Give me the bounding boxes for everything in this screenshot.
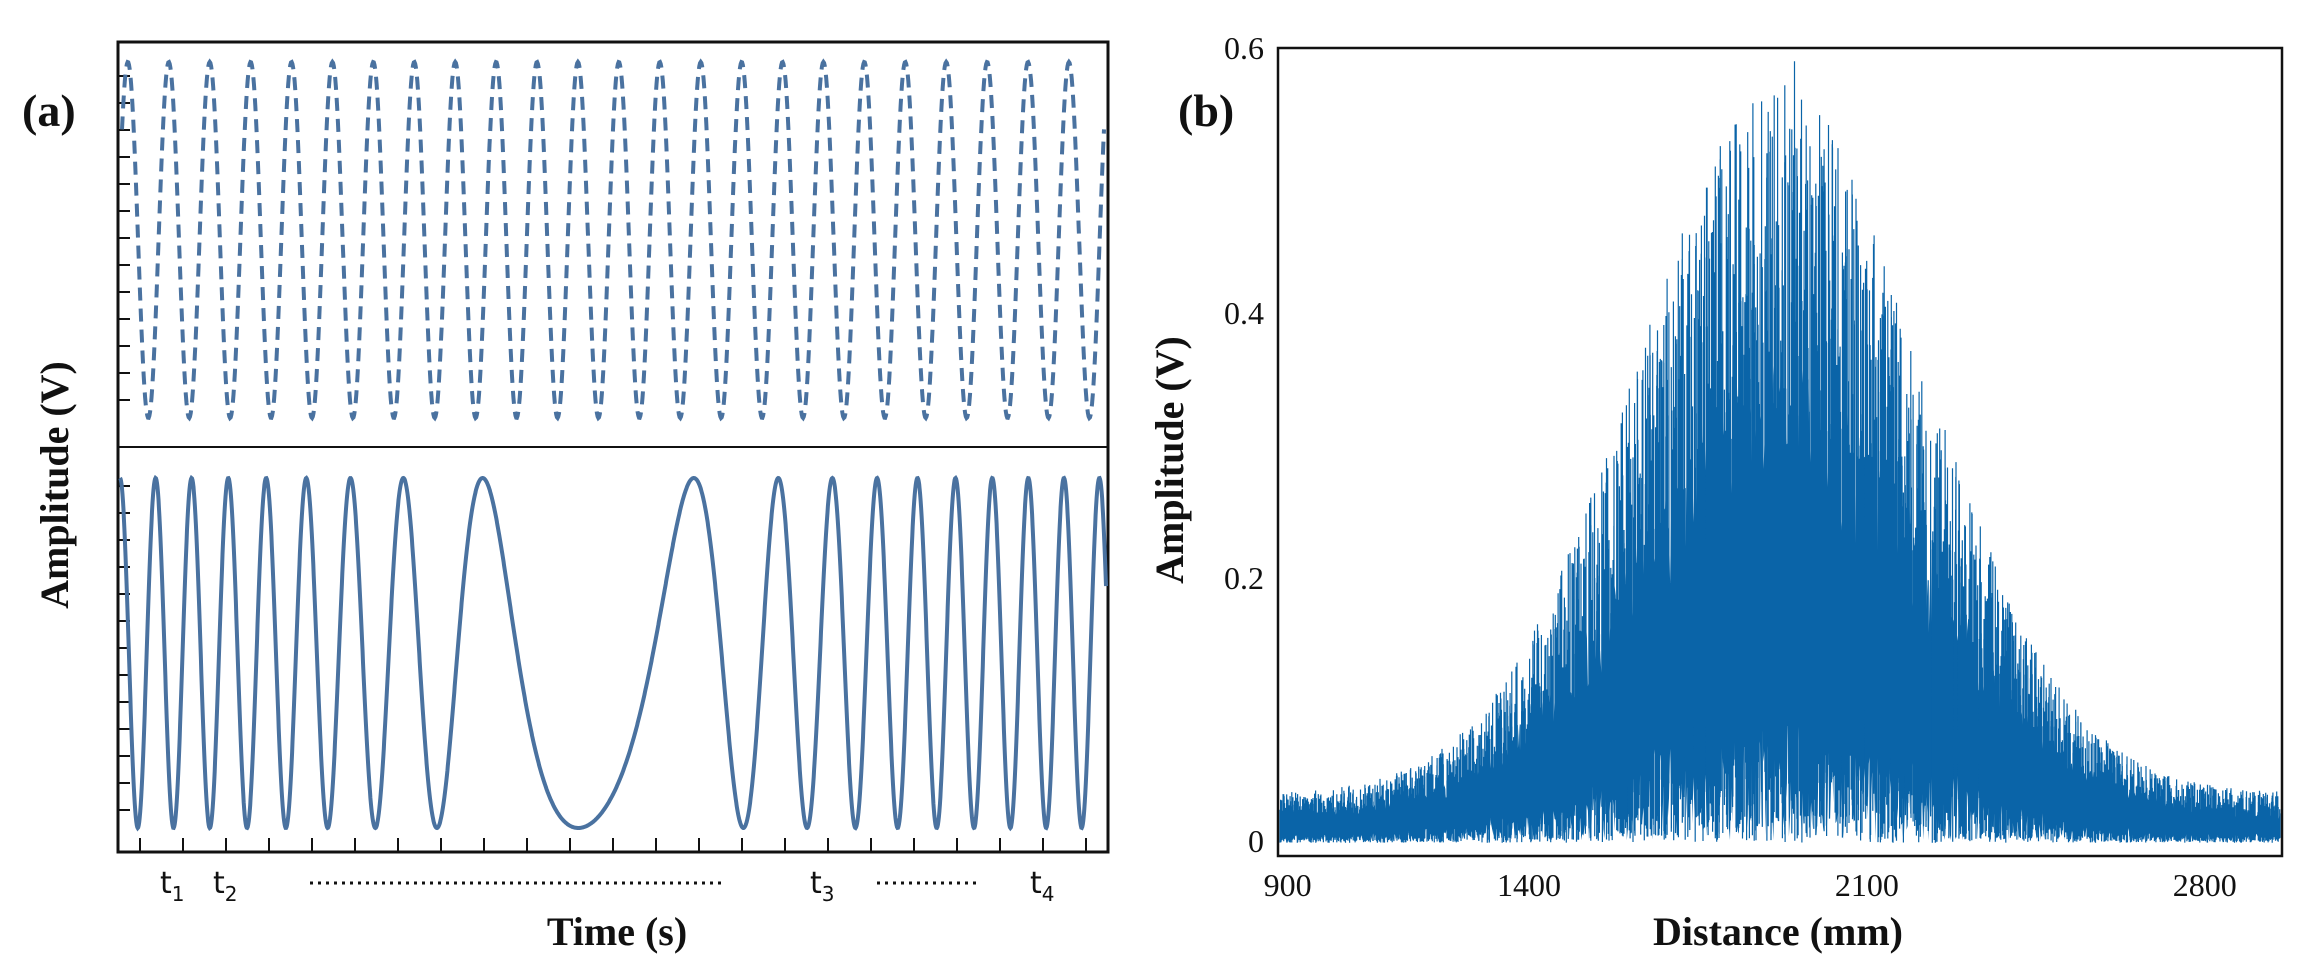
y-tick-label-0.4: 0.4: [1224, 295, 1264, 331]
panel-b-y-ticks: 0 0.2 0.4 0.6: [1224, 30, 1264, 859]
panel-b-xlabel: Distance (mm): [1653, 909, 1903, 954]
measured-signal-chirp-wave: [118, 474, 1108, 832]
panel-b: (b) Amplitude (V) 0 0.2 0.4 0.6 900 1400…: [1147, 30, 2284, 954]
time-marker-t1: t1: [160, 866, 185, 906]
x-tick-label-2800: 2800: [2173, 867, 2237, 903]
x-tick-label-1400: 1400: [1497, 867, 1561, 903]
panel-b-x-ticks: 900 1400 2100 2800: [1264, 867, 2237, 903]
panel-a-ylabel: Amplitude (V): [32, 361, 77, 609]
time-marker-t2: t2: [213, 866, 238, 906]
y-tick-label-0.2: 0.2: [1224, 560, 1264, 596]
time-marker-t3: t3: [810, 866, 835, 906]
time-marker-t4: t4: [1030, 866, 1055, 906]
panel-b-ylabel: Amplitude (V): [1147, 336, 1192, 584]
panel-a-xlabel: Time (s): [547, 909, 687, 954]
spectrum-spikes: [1279, 61, 2281, 843]
panel-a: (a) Amplitude (V) t1 t2 t3 t4 Time (s): [22, 40, 1110, 954]
panel-a-label: (a): [22, 85, 76, 136]
distance-spectrum-trace: [1279, 61, 2281, 843]
x-tick-label-2100: 2100: [1835, 867, 1899, 903]
spectrum-core: [1280, 356, 2280, 841]
panel-b-label: (b): [1178, 85, 1234, 136]
panel-b-frame: [1276, 46, 2284, 858]
reference-signal-dashed-wave: [120, 58, 1106, 422]
y-tick-label-0: 0: [1248, 823, 1264, 859]
panel-a-bottom-ticks: [139, 838, 1087, 852]
panel-a-left-ticks: [118, 75, 130, 811]
y-tick-label-0.6: 0.6: [1224, 30, 1264, 66]
x-tick-label-900: 900: [1264, 867, 1312, 903]
